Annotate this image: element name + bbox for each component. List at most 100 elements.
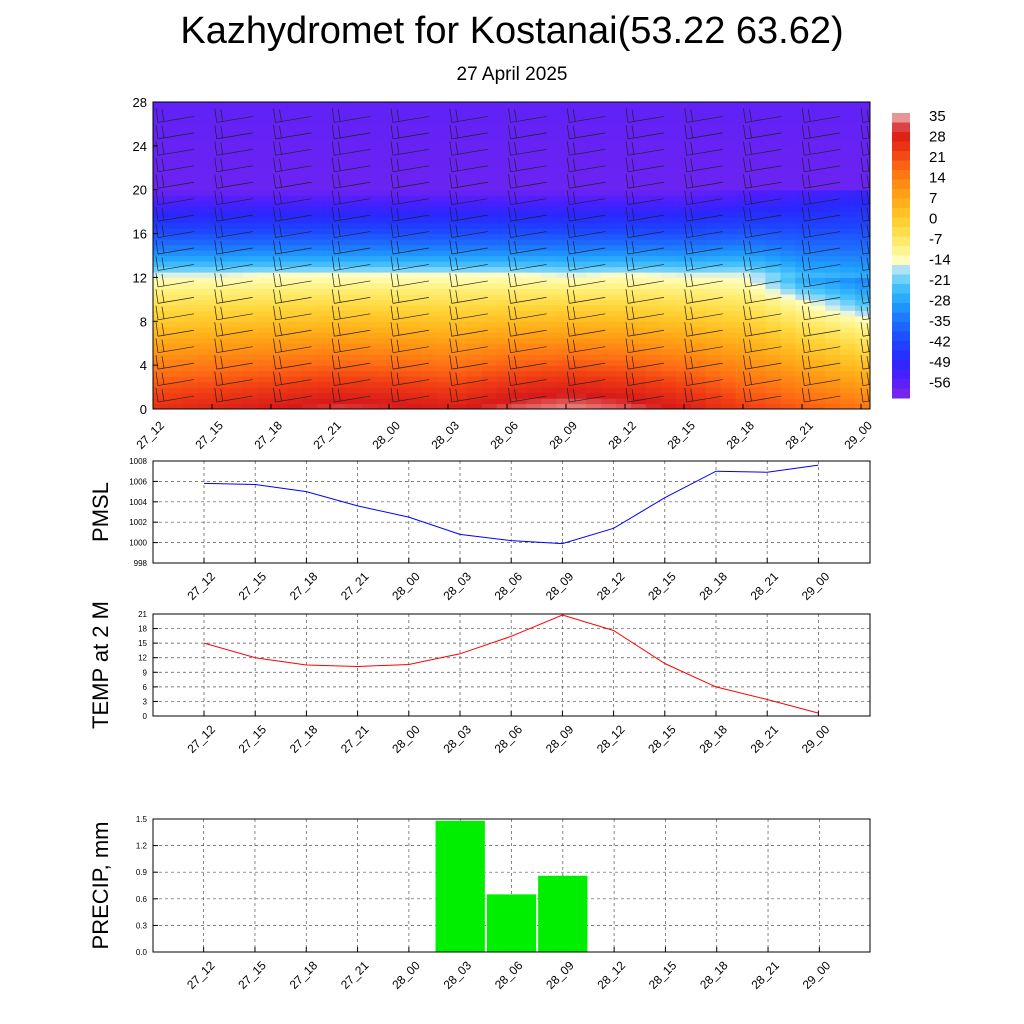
temperature-cell <box>675 337 692 344</box>
temperature-cell <box>153 167 169 174</box>
temperature-cell <box>153 376 169 383</box>
temperature-cell <box>392 189 408 196</box>
temperature-cell <box>526 282 542 289</box>
wind-barb <box>801 190 841 206</box>
temperature-cell <box>212 140 229 147</box>
temperature-cell <box>735 261 752 268</box>
temperature-cell <box>645 392 662 399</box>
temperature-cell <box>586 310 602 317</box>
temperature-cell <box>287 282 303 289</box>
wind-barb <box>860 272 870 288</box>
temperature-cell <box>377 162 393 169</box>
temperature-cell <box>436 118 453 125</box>
temperature-cell <box>810 145 826 152</box>
temperature-cell <box>675 326 692 333</box>
wind-barb-feather <box>449 387 453 403</box>
temperature-cell <box>750 381 766 388</box>
temperature-cell <box>780 398 796 405</box>
x-tick-label: 28_15 <box>664 418 698 452</box>
temperature-cell <box>631 321 647 328</box>
temperature-cell <box>556 129 572 136</box>
temperature-cell <box>735 277 752 284</box>
colorbar-swatch <box>892 170 910 180</box>
temperature-cell <box>496 129 513 136</box>
temperature-cell <box>601 403 617 409</box>
temperature-cell <box>257 200 274 207</box>
wind-barb-feather <box>684 223 688 238</box>
temperature-cell <box>825 118 841 125</box>
temperature-cell <box>302 200 318 207</box>
temperature-cell <box>347 184 363 191</box>
wind-barb-feather <box>273 190 276 205</box>
temperature-cell <box>675 343 692 350</box>
temperature-cell <box>720 200 737 207</box>
temperature-cell <box>436 206 453 213</box>
temperature-cell <box>660 392 677 399</box>
temperature-cell <box>616 189 632 196</box>
wind-barb-feather <box>749 257 752 270</box>
temperature-cell <box>765 113 781 120</box>
temperature-cell <box>302 156 318 163</box>
temperature-cell <box>855 222 870 229</box>
temperature-cell <box>810 348 826 355</box>
temperature-cell <box>825 277 841 284</box>
temperature-cell <box>735 365 752 372</box>
temperature-cell <box>406 255 423 262</box>
temperature-cell <box>481 343 498 350</box>
temperature-cell <box>601 370 617 377</box>
wind-barb <box>390 338 430 354</box>
temperature-cell <box>451 354 468 361</box>
temperature-cell <box>720 282 737 289</box>
temperature-cell <box>347 113 363 120</box>
temperature-cell <box>840 102 856 109</box>
wind-barb <box>331 305 371 321</box>
temperature-cell <box>780 348 796 355</box>
temperature-cell <box>735 250 752 257</box>
wind-barb-feather <box>749 372 752 385</box>
temperature-cell <box>675 250 692 257</box>
temperature-cell <box>377 381 393 388</box>
temperature-cell <box>347 288 363 295</box>
temperature-cell <box>586 354 602 361</box>
temperature-cell <box>571 261 587 268</box>
temperature-cell <box>496 365 513 372</box>
temperature-cell <box>556 134 572 141</box>
temperature-cell <box>690 206 707 213</box>
temperature-cell <box>810 184 826 191</box>
temperature-cell <box>227 107 244 114</box>
wind-barb-feather <box>684 371 688 386</box>
temperature-cell <box>601 310 617 317</box>
temperature-cell <box>212 145 229 152</box>
temperature-cell <box>392 244 408 251</box>
temperature-cell <box>377 321 393 328</box>
temperature-cell <box>481 173 498 180</box>
temperature-cell <box>212 376 229 383</box>
temperature-cell <box>167 354 184 361</box>
wind-barb-feather <box>337 224 341 237</box>
temperature-cell <box>332 304 348 311</box>
temperature-cell <box>167 217 184 224</box>
wind-barb-feather <box>690 224 694 237</box>
wind-barb-feather <box>749 306 752 319</box>
temperature-cell <box>436 343 453 350</box>
wind-barb <box>331 239 371 255</box>
temperature-cell <box>645 370 662 377</box>
temperature-cell <box>167 381 184 388</box>
wind-barb-feather <box>566 190 570 205</box>
temperature-cell <box>287 310 303 317</box>
temperature-cell <box>182 167 199 174</box>
temperature-cell <box>735 233 752 240</box>
temperature-cell <box>631 189 647 196</box>
temperature-cell <box>362 261 378 268</box>
wind-barb-feather <box>572 175 576 188</box>
temperature-cell <box>675 244 692 251</box>
temperature-cell <box>556 113 572 120</box>
temperature-cell <box>526 403 542 409</box>
temperature-cell <box>526 392 542 399</box>
wind-barb-feather <box>631 372 635 385</box>
wind-barb-feather <box>214 108 218 123</box>
temperature-cell <box>526 162 542 169</box>
wind-barb <box>801 305 841 321</box>
wind-barb <box>743 256 782 271</box>
temperature-cell <box>690 173 707 180</box>
